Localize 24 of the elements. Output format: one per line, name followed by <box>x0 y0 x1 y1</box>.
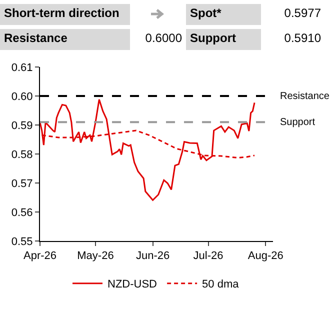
ref-line-label: Support <box>280 117 316 128</box>
legend-label: 50 dma <box>202 278 240 291</box>
text: Resistance <box>0 29 130 50</box>
text: 0.5910 <box>283 30 322 47</box>
y-tick-label: 0.61 <box>11 62 33 74</box>
y-tick-label: 0.59 <box>11 120 33 132</box>
x-tick-label: Jul-26 <box>193 250 224 262</box>
legend-label: NZD-USD <box>108 278 158 291</box>
text: Short-term direction <box>0 4 130 25</box>
y-tick-label: 0.56 <box>11 206 33 219</box>
text: Spot* <box>186 4 261 25</box>
text: 0.6000 <box>144 30 183 47</box>
y-tick-label: 0.55 <box>11 236 33 248</box>
y-tick-label: 0.60 <box>11 90 33 103</box>
y-tick-label: 0.58 <box>11 148 33 161</box>
line-series <box>40 98 256 201</box>
x-tick-label: Jun-26 <box>136 250 170 262</box>
x-tick-label: Aug-26 <box>248 250 284 262</box>
ref-line-label: Resistance <box>280 91 330 102</box>
x-tick-label: May-26 <box>77 250 114 262</box>
x-tick-label: Apr-26 <box>23 250 57 262</box>
text: Support <box>186 29 261 50</box>
y-tick-label: 0.57 <box>11 178 33 190</box>
text: 0.5977 <box>283 5 322 22</box>
